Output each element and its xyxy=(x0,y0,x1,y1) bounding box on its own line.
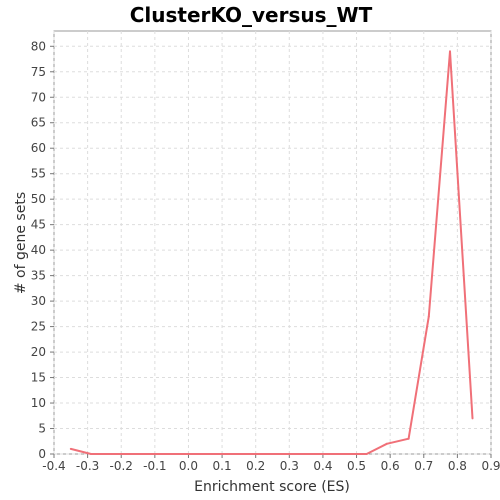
data-point xyxy=(365,453,368,455)
y-tick-label: 5 xyxy=(38,422,46,436)
x-axis-label: Enrichment score (ES) xyxy=(194,479,350,495)
data-point xyxy=(407,437,410,440)
x-tick-label: 0.9 xyxy=(481,459,500,473)
y-tick-label: 35 xyxy=(31,269,46,283)
x-tick-label: -0.2 xyxy=(110,459,133,473)
data-point xyxy=(150,453,153,455)
data-point xyxy=(332,453,335,455)
x-tick-label: 0.2 xyxy=(246,459,265,473)
x-tick-label: 0.5 xyxy=(347,459,366,473)
y-tick-label: 20 xyxy=(31,345,46,359)
x-tick-label: -0.4 xyxy=(42,459,65,473)
x-tick-label: -0.1 xyxy=(143,459,166,473)
x-tick-label: 0.7 xyxy=(414,459,433,473)
data-point xyxy=(110,453,113,455)
plot-area xyxy=(53,30,492,455)
data-point xyxy=(311,453,314,455)
y-tick-label: 65 xyxy=(31,116,46,130)
y-axis-label: # of gene sets xyxy=(13,192,29,294)
x-tick-label: 0.6 xyxy=(381,459,400,473)
y-tick-label: 55 xyxy=(31,167,46,181)
data-point xyxy=(251,453,254,455)
y-tick-label: 45 xyxy=(31,218,46,232)
y-tick-label: 60 xyxy=(31,141,46,155)
x-tick-label: -0.3 xyxy=(76,459,99,473)
data-point xyxy=(427,315,430,318)
x-tick-label: 0.4 xyxy=(313,459,332,473)
data-point xyxy=(89,453,92,455)
y-tick-label: 70 xyxy=(31,90,46,104)
data-point xyxy=(190,453,193,455)
y-tick-label: 15 xyxy=(31,371,46,385)
y-tick-label: 75 xyxy=(31,65,46,79)
data-point xyxy=(448,50,451,53)
y-tick-label: 25 xyxy=(31,320,46,334)
data-point xyxy=(210,453,213,455)
y-tick-label: 30 xyxy=(31,294,46,308)
y-tick-label: 40 xyxy=(31,243,46,257)
y-tick-label: 0 xyxy=(38,447,46,461)
axis-ticks: -0.4 -0.3 -0.2 -0.1 0.0 0.1 0.2 0.3 0.4 0.5 0.6 0.7… xyxy=(31,39,500,473)
data-point xyxy=(271,453,274,455)
y-tick-label: 10 xyxy=(31,396,46,410)
series-layer xyxy=(69,50,474,455)
chart-title: ClusterKO_versus_WT xyxy=(130,3,373,27)
x-tick-label: 0.1 xyxy=(213,459,232,473)
data-point xyxy=(291,453,294,455)
y-tick-label: 80 xyxy=(31,39,46,53)
x-tick-label: 0.0 xyxy=(179,459,198,473)
data-point xyxy=(352,453,355,455)
y-tick-label: 50 xyxy=(31,192,46,206)
data-point xyxy=(170,453,173,455)
data-point xyxy=(231,453,234,455)
x-tick-label: 0.3 xyxy=(280,459,299,473)
x-tick-label: 0.8 xyxy=(448,459,467,473)
data-point xyxy=(69,447,72,450)
data-point xyxy=(385,442,388,445)
data-point xyxy=(130,453,133,455)
data-point xyxy=(471,417,474,420)
